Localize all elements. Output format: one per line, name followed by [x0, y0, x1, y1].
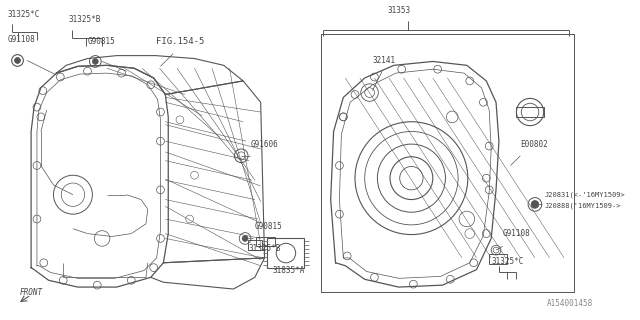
Bar — [268, 238, 305, 268]
Bar — [248, 240, 262, 250]
Text: A154001458: A154001458 — [547, 300, 593, 308]
Text: G90815: G90815 — [255, 222, 283, 231]
Bar — [516, 107, 543, 117]
Text: 31353: 31353 — [387, 6, 410, 15]
Text: J20831(<-'16MY1509>: J20831(<-'16MY1509> — [545, 191, 625, 198]
Circle shape — [92, 59, 98, 64]
Text: G90815: G90815 — [88, 37, 115, 46]
Text: 31835*A: 31835*A — [273, 267, 305, 276]
Text: 31325*C: 31325*C — [8, 10, 40, 19]
Circle shape — [531, 201, 539, 208]
Text: FRONT: FRONT — [19, 288, 43, 297]
Text: J20888('16MY1509->: J20888('16MY1509-> — [545, 203, 621, 209]
Text: FIG.154-5: FIG.154-5 — [156, 37, 204, 46]
Text: E00802: E00802 — [520, 140, 548, 149]
Text: 31325*B: 31325*B — [248, 244, 280, 253]
Text: 31325*C: 31325*C — [491, 257, 524, 266]
Bar — [256, 236, 275, 246]
Text: G91108: G91108 — [503, 229, 531, 238]
Circle shape — [15, 58, 20, 63]
Text: G91606: G91606 — [251, 140, 278, 149]
Circle shape — [242, 236, 248, 241]
Bar — [489, 254, 507, 264]
Text: 31325*B: 31325*B — [68, 15, 100, 25]
Text: G91108: G91108 — [8, 35, 36, 44]
Text: 32141: 32141 — [372, 56, 396, 65]
